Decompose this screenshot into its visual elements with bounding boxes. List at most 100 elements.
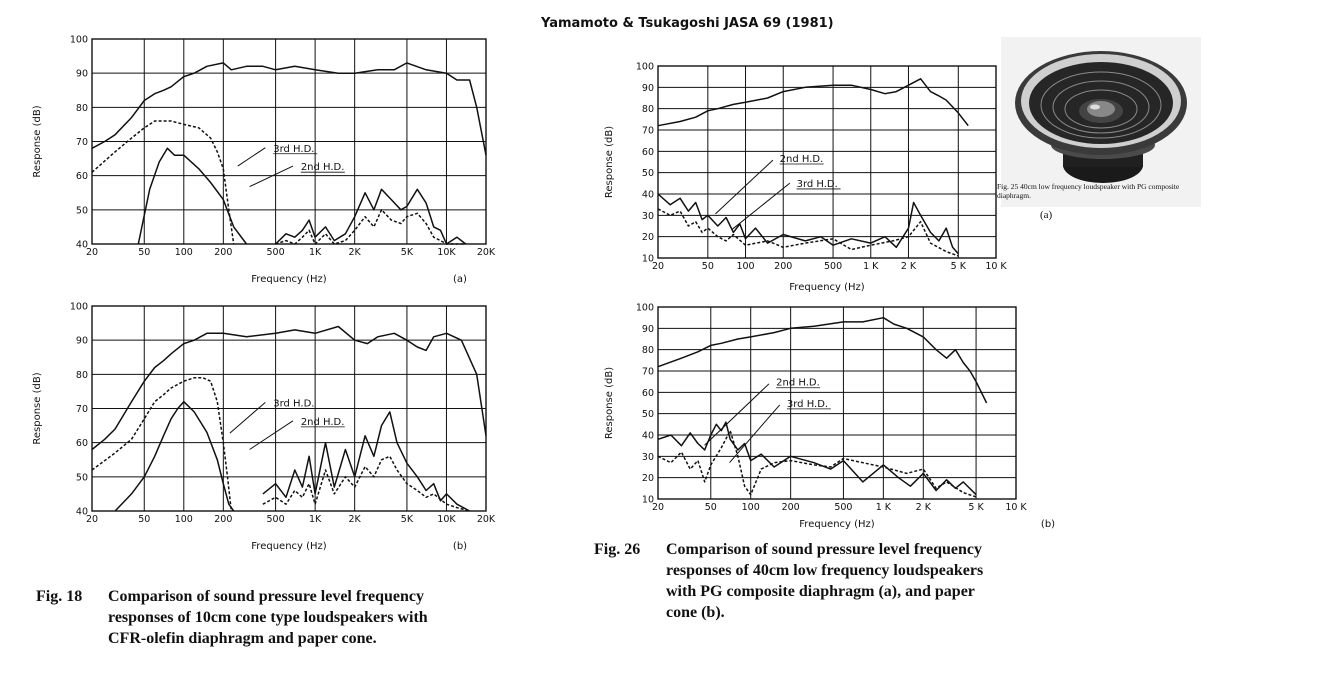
series-line-dashed bbox=[91, 377, 233, 512]
annotation-leader bbox=[729, 404, 781, 463]
series-line-solid bbox=[262, 411, 470, 512]
chart-fig18a: 20 50 100 200 500 1K 2K 5K 10K 20K 40 50 60 70 80 90 100… bbox=[32, 35, 496, 286]
x-tick-label: 10K bbox=[437, 514, 456, 525]
plot-frame bbox=[657, 306, 1017, 500]
x-tick-label: 2 K bbox=[916, 502, 932, 513]
x-tick-label: 50 bbox=[705, 502, 717, 513]
y-tick-label: 20 bbox=[642, 473, 654, 484]
y-tick-label: 60 bbox=[76, 438, 88, 449]
y-tick-label: 40 bbox=[642, 190, 654, 201]
x-tick-label: 1K bbox=[309, 514, 322, 525]
fig18-number: Fig. 18 bbox=[36, 588, 83, 605]
x-tick-label: 200 bbox=[774, 261, 792, 272]
annotation-leader bbox=[229, 401, 266, 434]
annotation-label: 3rd H.D. bbox=[797, 179, 838, 190]
x-tick-label: 200 bbox=[214, 247, 232, 258]
x-tick-label: 500 bbox=[267, 247, 285, 258]
fig26-caption: Comparison of sound pressure level frequ… bbox=[666, 541, 984, 621]
y-tick-label: 50 bbox=[76, 472, 88, 483]
y-tick-label: 60 bbox=[76, 171, 88, 182]
panel-label: (b) bbox=[453, 541, 467, 552]
series-line-dashed bbox=[262, 455, 470, 512]
x-tick-label: 10 K bbox=[1005, 502, 1027, 513]
x-tick-label: 1K bbox=[309, 247, 322, 258]
y-axis-label: Response (dB) bbox=[604, 126, 615, 198]
x-tick-label: 1 K bbox=[876, 502, 892, 513]
x-tick-label: 20 bbox=[652, 502, 664, 513]
series-line-solid bbox=[657, 421, 977, 496]
annotation-label: 2nd H.D. bbox=[301, 417, 345, 428]
x-tick-label: 20 bbox=[86, 514, 98, 525]
x-tick-label: 200 bbox=[214, 514, 232, 525]
x-tick-label: 500 bbox=[824, 261, 842, 272]
annotation-leader bbox=[237, 147, 266, 167]
x-axis-label: Frequency (Hz) bbox=[789, 282, 865, 293]
y-tick-label: 80 bbox=[76, 370, 88, 381]
x-tick-label: 200 bbox=[782, 502, 800, 513]
annotation-label: 3rd H.D. bbox=[273, 144, 314, 155]
x-tick-label: 5 K bbox=[968, 502, 984, 513]
series-line-solid bbox=[91, 325, 487, 451]
y-tick-label: 50 bbox=[642, 409, 654, 420]
annotation-leader bbox=[732, 182, 791, 230]
fig18-caption-block: Fig. 18 Comparison of sound pressure lev… bbox=[36, 586, 496, 656]
fig26-number: Fig. 26 bbox=[594, 541, 641, 558]
annotation-label: 2nd H.D. bbox=[776, 378, 820, 389]
x-tick-label: 20 bbox=[652, 261, 664, 272]
x-tick-label: 50 bbox=[702, 261, 714, 272]
x-tick-label: 50 bbox=[138, 247, 150, 258]
x-tick-label: 500 bbox=[834, 502, 852, 513]
plot-frame bbox=[657, 65, 997, 259]
panel-label: (a) bbox=[453, 274, 467, 285]
y-tick-label: 100 bbox=[70, 35, 88, 46]
annotation-leader bbox=[715, 159, 774, 215]
y-tick-label: 90 bbox=[76, 69, 88, 80]
annotation-leader bbox=[704, 383, 770, 446]
series-line-solid bbox=[657, 316, 988, 404]
y-axis-label: Response (dB) bbox=[32, 105, 43, 177]
series-line-solid bbox=[91, 62, 487, 156]
y-tick-label: 90 bbox=[642, 324, 654, 335]
y-axis-label: Response (dB) bbox=[604, 367, 615, 439]
y-tick-label: 30 bbox=[642, 211, 654, 222]
y-tick-label: 40 bbox=[76, 240, 88, 251]
y-tick-label: 60 bbox=[642, 388, 654, 399]
x-axis-label: Frequency (Hz) bbox=[799, 519, 875, 530]
series-line-solid bbox=[137, 147, 248, 245]
y-tick-label: 90 bbox=[76, 336, 88, 347]
y-tick-label: 50 bbox=[642, 168, 654, 179]
series-line-dashed bbox=[91, 120, 235, 245]
y-tick-label: 70 bbox=[76, 404, 88, 415]
series-line-solid bbox=[114, 400, 235, 512]
x-tick-label: 20K bbox=[477, 514, 496, 525]
panel-label: (b) bbox=[1041, 519, 1055, 530]
fig26-caption-block: Fig. 26 Comparison of sound pressure lev… bbox=[594, 539, 1034, 631]
x-tick-label: 2K bbox=[349, 247, 362, 258]
fig18-caption: Comparison of sound pressure level frequ… bbox=[108, 588, 428, 647]
y-tick-label: 60 bbox=[642, 147, 654, 158]
x-tick-label: 20 bbox=[86, 247, 98, 258]
y-tick-label: 100 bbox=[636, 62, 654, 73]
series-line-solid bbox=[657, 78, 969, 127]
x-tick-label: 100 bbox=[175, 514, 193, 525]
x-tick-label: 10 K bbox=[985, 261, 1007, 272]
y-tick-label: 80 bbox=[642, 104, 654, 115]
annotation-label: 3rd H.D. bbox=[787, 399, 828, 410]
series-line-solid bbox=[657, 193, 959, 255]
fig25-caption: Fig. 25 40cm low frequency loudspeaker w… bbox=[997, 182, 1180, 200]
x-tick-label: 100 bbox=[175, 247, 193, 258]
x-tick-label: 100 bbox=[742, 502, 760, 513]
y-tick-label: 20 bbox=[642, 232, 654, 243]
x-tick-label: 100 bbox=[736, 261, 754, 272]
y-tick-label: 70 bbox=[642, 126, 654, 137]
page-header: Yamamoto & Tsukagoshi JASA 69 (1981) bbox=[541, 16, 834, 31]
y-tick-label: 30 bbox=[642, 452, 654, 463]
annotation-label: 2nd H.D. bbox=[301, 162, 345, 173]
x-tick-label: 5 K bbox=[951, 261, 967, 272]
annotation-label: 3rd H.D. bbox=[273, 398, 314, 409]
y-tick-label: 50 bbox=[76, 205, 88, 216]
y-tick-label: 10 bbox=[642, 495, 654, 506]
fig25-sublabel: (a) bbox=[1040, 209, 1053, 221]
